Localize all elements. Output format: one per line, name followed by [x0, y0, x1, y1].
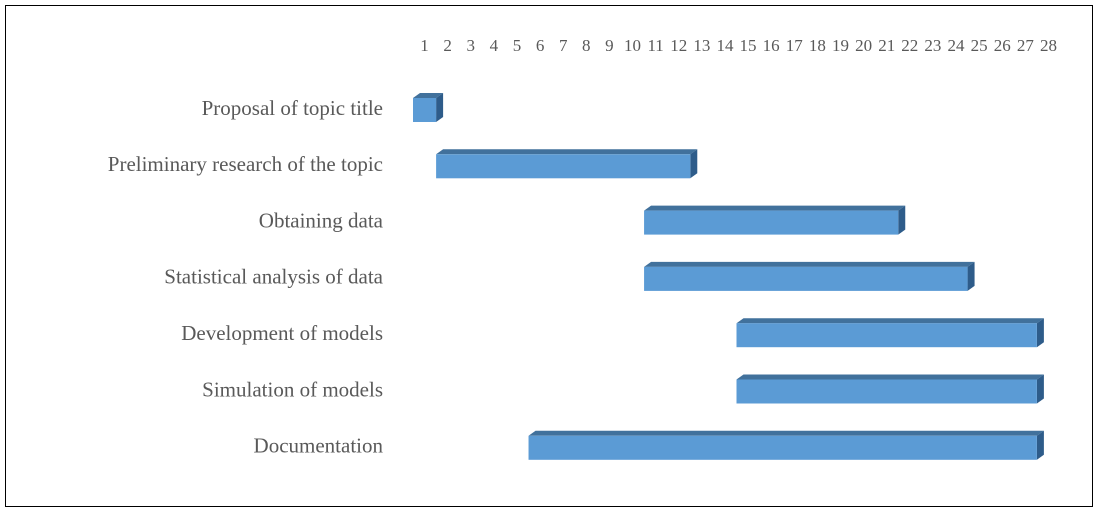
category-label: Statistical analysis of data [164, 265, 383, 289]
x-tick-label: 2 [443, 36, 452, 55]
bar-top [644, 261, 975, 267]
x-tick-label: 27 [1017, 36, 1035, 55]
x-tick-label: 14 [716, 36, 734, 55]
bar-side [690, 149, 698, 179]
x-tick-label: 1 [420, 36, 429, 55]
x-tick-label: 7 [559, 36, 568, 55]
bar-side [967, 261, 975, 291]
x-tick-label: 8 [582, 36, 591, 55]
bar [644, 266, 968, 291]
x-tick-label: 9 [605, 36, 614, 55]
bar [736, 323, 1037, 348]
bar-side [1036, 318, 1044, 348]
x-tick-label: 25 [971, 36, 988, 55]
bar-top [413, 93, 444, 98]
x-tick-label: 4 [490, 36, 499, 55]
category-label: Development of models [181, 321, 383, 345]
x-tick-label: 28 [1040, 36, 1057, 55]
bar-top [528, 430, 1044, 436]
x-tick-label: 24 [948, 36, 966, 55]
category-label: Documentation [254, 434, 384, 458]
category-label: Preliminary research of the topic [108, 152, 383, 176]
x-tick-label: 22 [901, 36, 918, 55]
x-tick-label: 6 [536, 36, 545, 55]
x-tick-label: 17 [786, 36, 804, 55]
x-tick-label: 18 [809, 36, 826, 55]
x-tick-label: 12 [670, 36, 687, 55]
bar-side [1036, 430, 1044, 460]
bar [413, 98, 437, 122]
bar-side [436, 93, 444, 122]
bar-top [736, 374, 1044, 380]
x-tick-label: 10 [624, 36, 641, 55]
x-tick-label: 20 [855, 36, 872, 55]
bar [644, 210, 899, 235]
bar [436, 154, 691, 179]
x-tick-label: 13 [693, 36, 710, 55]
bar [736, 379, 1037, 404]
x-tick-label: 26 [994, 36, 1011, 55]
bar [528, 435, 1037, 460]
category-label: Obtaining data [259, 208, 384, 232]
category-label: Proposal of topic title [202, 96, 383, 120]
x-tick-label: 3 [467, 36, 476, 55]
category-label: Simulation of models [202, 377, 383, 401]
chart-frame [5, 5, 1093, 507]
x-tick-label: 11 [647, 36, 663, 55]
bar-top [736, 318, 1044, 324]
bar-side [1036, 374, 1044, 404]
bar-side [898, 205, 906, 235]
bar-top [644, 205, 906, 211]
bar-top [436, 149, 698, 155]
x-tick-label: 21 [878, 36, 895, 55]
x-tick-label: 15 [740, 36, 757, 55]
x-tick-label: 16 [763, 36, 780, 55]
x-tick-label: 5 [513, 36, 522, 55]
x-tick-label: 23 [924, 36, 941, 55]
x-tick-label: 19 [832, 36, 849, 55]
